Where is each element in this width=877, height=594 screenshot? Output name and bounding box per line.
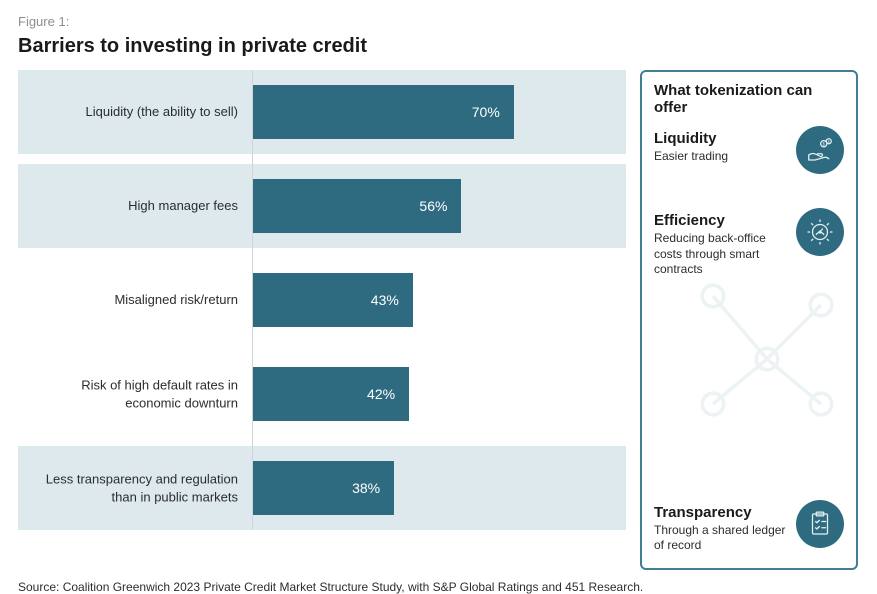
figure-label: Figure 1: — [18, 14, 859, 29]
svg-text:$: $ — [828, 140, 830, 144]
main-area: Liquidity (the ability to sell) 70% High m… — [18, 70, 859, 570]
bar-track: 43% — [252, 273, 626, 327]
benefit-item: Efficiency Reducing back-office costs thr… — [654, 208, 844, 278]
bar: 43% — [252, 273, 413, 327]
benefit-title: Liquidity — [654, 130, 786, 147]
bar-track: 38% — [252, 461, 626, 515]
chart-row: Risk of high default rates in economic d… — [18, 352, 626, 436]
row-label: Risk of high default rates in economic d… — [24, 376, 246, 411]
benefit-title: Efficiency — [654, 212, 786, 229]
benefit-text: Efficiency Reducing back-office costs thr… — [654, 208, 786, 278]
side-panel-title: What tokenization can offer — [654, 82, 844, 116]
chart-row: High manager fees 56% — [18, 164, 626, 248]
benefit-text: Liquidity Easier trading — [654, 126, 786, 165]
benefit-item: Transparency Through a shared ledger of r… — [654, 500, 844, 554]
bar-track: 70% — [252, 85, 626, 139]
chart-rows: Liquidity (the ability to sell) 70% High m… — [18, 70, 626, 530]
chart-row: Misaligned risk/return 43% — [18, 258, 626, 342]
bar: 42% — [252, 367, 409, 421]
bar: 70% — [252, 85, 514, 139]
bar-track: 56% — [252, 179, 626, 233]
benefit-subtitle: Reducing back-office costs through smart… — [654, 231, 786, 278]
benefit-spacer — [654, 278, 844, 500]
benefit-subtitle: Through a shared ledger of record — [654, 523, 786, 554]
checklist-icon — [796, 500, 844, 548]
bar-track: 42% — [252, 367, 626, 421]
row-label: Less transparency and regulation than in… — [24, 470, 246, 505]
row-label: High manager fees — [24, 197, 246, 215]
benefit-text: Transparency Through a shared ledger of r… — [654, 500, 786, 554]
page-title: Barriers to investing in private credit — [18, 35, 859, 58]
chart-divider — [252, 70, 253, 530]
chart-row: Less transparency and regulation than in… — [18, 446, 626, 530]
bar-chart: Liquidity (the ability to sell) 70% High m… — [18, 70, 626, 570]
bar: 38% — [252, 461, 394, 515]
side-panel: What tokenization can offer Liquidity Eas… — [640, 70, 858, 570]
bar: 56% — [252, 179, 461, 233]
row-label: Liquidity (the ability to sell) — [24, 103, 246, 121]
benefit-subtitle: Easier trading — [654, 149, 786, 165]
row-label: Misaligned risk/return — [24, 291, 246, 309]
benefits-list: Liquidity Easier trading $ $ Efficiency Re… — [654, 126, 844, 554]
benefit-item: Liquidity Easier trading $ $ — [654, 126, 844, 174]
source-text: Source: Coalition Greenwich 2023 Private… — [18, 580, 859, 594]
chart-row: Liquidity (the ability to sell) 70% — [18, 70, 626, 154]
benefit-spacer — [654, 174, 844, 208]
gear-gauge-icon — [796, 208, 844, 256]
hand-coins-icon: $ $ — [796, 126, 844, 174]
benefit-title: Transparency — [654, 504, 786, 521]
